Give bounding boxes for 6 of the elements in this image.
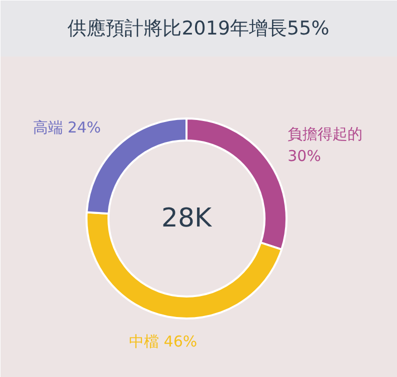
slice-label: 中檔 46% [129,332,198,350]
data-label: 30% [288,146,321,165]
chart-title: 供應預計將比2019年增長55% [68,18,330,40]
slice-label: 負擔得起的 [288,125,363,144]
slice-label: 高端 24% [32,118,101,136]
text: 28K [161,204,213,234]
